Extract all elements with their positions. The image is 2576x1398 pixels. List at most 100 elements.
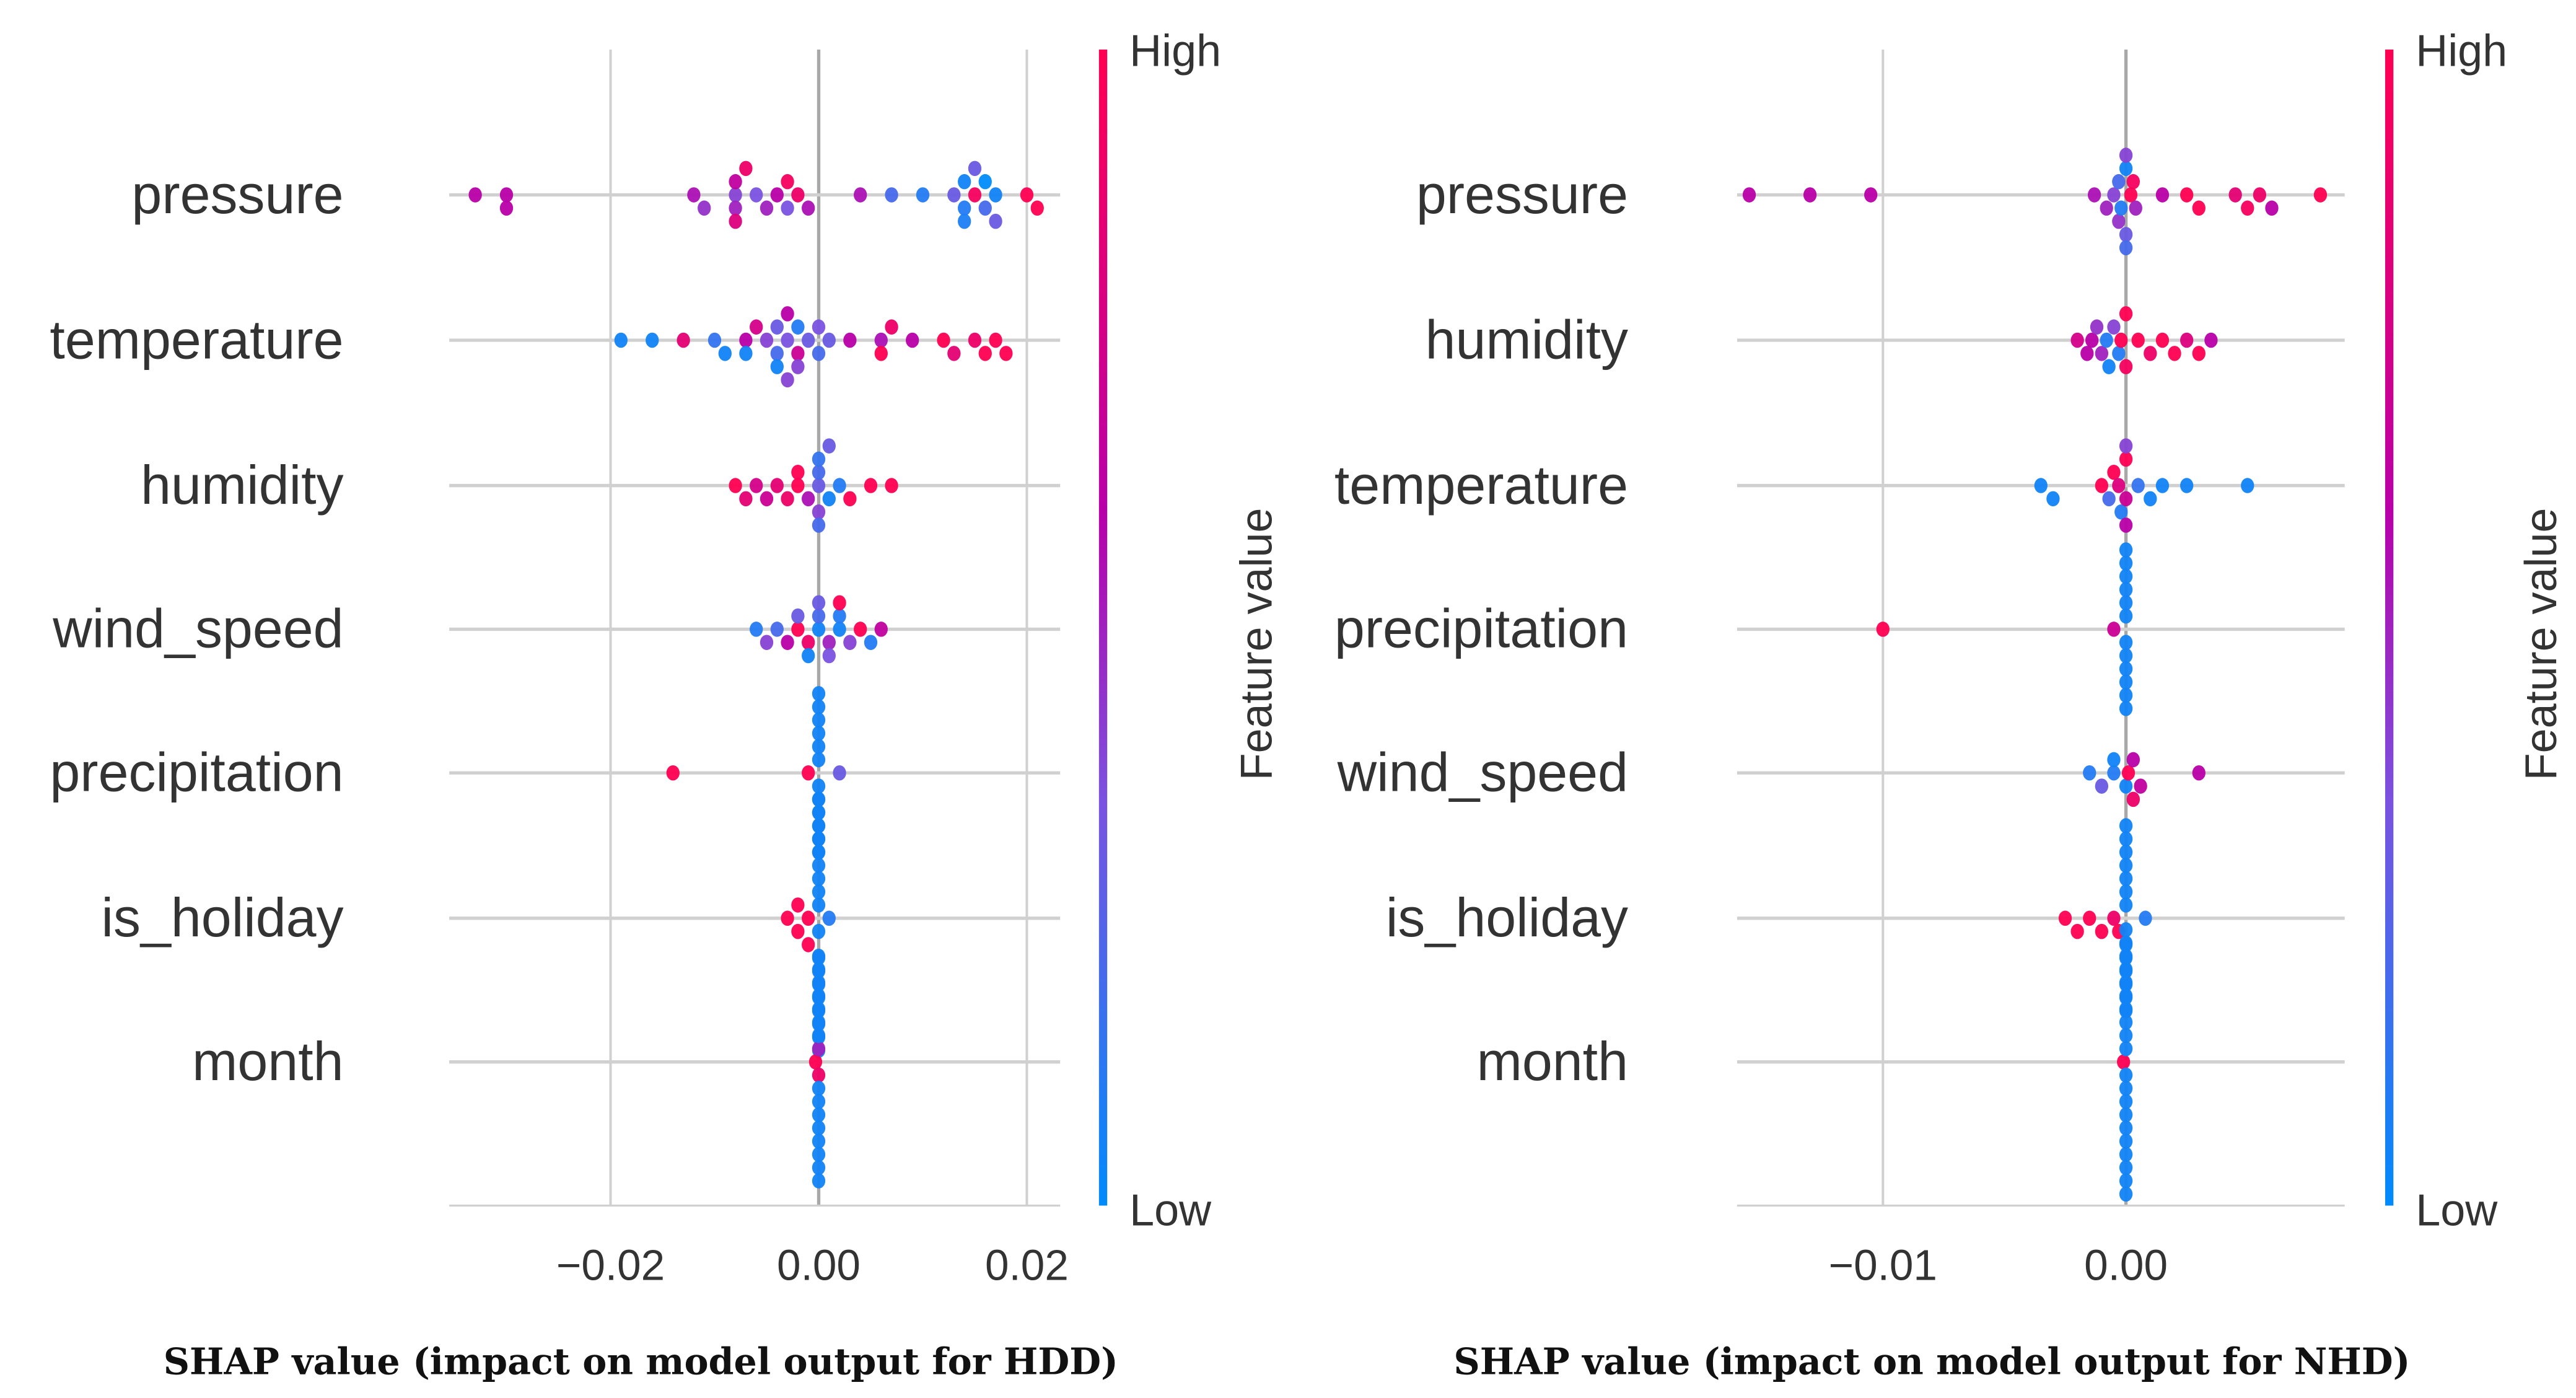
shap-point	[2119, 147, 2133, 163]
shap-point	[750, 478, 763, 493]
shap-point	[2313, 187, 2328, 203]
shap-point	[947, 187, 961, 203]
shap-point	[781, 910, 794, 926]
shap-point	[739, 491, 753, 507]
shap-point	[2119, 831, 2133, 847]
nhd-shap-panel: −0.01 0.00 pressure humidity temperature prec…	[1334, 27, 2566, 1383]
shap-point	[854, 622, 867, 637]
shap-point	[677, 332, 690, 348]
shap-point	[874, 622, 888, 637]
shap-point	[791, 187, 805, 203]
shap-point	[2119, 975, 2133, 990]
x-tick-label: 0.00	[2084, 1241, 2168, 1289]
shap-point	[843, 635, 857, 650]
shap-point	[812, 858, 826, 873]
shap-point	[791, 897, 805, 913]
shap-point	[2204, 332, 2218, 348]
shap-point	[906, 332, 919, 348]
shap-point	[2119, 701, 2133, 716]
shap-point	[770, 478, 784, 493]
shap-point	[750, 622, 763, 637]
shap-point	[874, 332, 888, 348]
shap-point	[2124, 187, 2138, 203]
shap-point	[812, 871, 826, 887]
shap-point	[2095, 478, 2109, 493]
shap-point	[687, 187, 701, 203]
colorbar	[1098, 49, 1108, 1206]
shap-point	[2095, 923, 2109, 939]
shap-point	[2119, 1041, 2133, 1057]
shap-point	[2083, 910, 2096, 926]
shap-point	[750, 187, 763, 203]
shap-point	[812, 595, 826, 611]
shap-point	[2119, 227, 2133, 242]
shap-point	[822, 635, 836, 650]
shap-point	[833, 622, 846, 637]
shap-point	[2119, 648, 2133, 664]
shap-point	[646, 332, 659, 348]
shap-point	[2129, 200, 2142, 216]
shap-point	[2119, 160, 2133, 177]
feature-label: temperature	[50, 309, 343, 370]
shap-point	[1020, 187, 1034, 203]
colorbar-axis-label: Feature value	[1232, 508, 1281, 780]
shap-point	[2119, 635, 2133, 650]
shap-point	[2192, 346, 2206, 361]
shap-point	[791, 319, 805, 335]
shap-point	[822, 332, 836, 348]
shap-point	[2102, 491, 2116, 507]
shap-point	[1030, 200, 1044, 216]
shap-point	[614, 332, 628, 348]
shap-point	[812, 726, 826, 741]
shap-point	[864, 635, 878, 650]
feature-label: precipitation	[50, 742, 343, 803]
hdd-shap-panel: −0.02 0.00 0.02 pressure temperature humidity…	[50, 27, 1281, 1383]
shap-point	[833, 595, 846, 611]
shap-point	[2114, 200, 2128, 216]
shap-point	[885, 319, 898, 335]
colorbar-low-label: Low	[1129, 1185, 1212, 1235]
shap-point	[833, 608, 846, 624]
shap-point	[2155, 478, 2170, 493]
shap-point	[499, 187, 514, 203]
shap-point	[2119, 1186, 2133, 1202]
shap-point	[2119, 1159, 2133, 1176]
shap-point	[2119, 962, 2133, 977]
shap-point	[802, 200, 815, 216]
shap-point	[989, 187, 1002, 203]
shap-point	[2126, 791, 2140, 807]
shap-point	[468, 187, 482, 203]
shap-point	[812, 791, 826, 807]
shap-point	[968, 187, 982, 203]
shap-point	[812, 844, 826, 860]
x-tick-label: −0.02	[556, 1241, 665, 1289]
shap-point	[812, 517, 826, 533]
shap-point	[760, 635, 774, 650]
shap-point	[739, 332, 753, 348]
shap-point	[791, 608, 805, 624]
shap-point	[812, 504, 826, 520]
x-axis-title: SHAP value (impact on model output for H…	[164, 1340, 1118, 1383]
shap-point	[2046, 491, 2060, 507]
shap-point	[2119, 1173, 2133, 1189]
shap-point	[781, 200, 794, 216]
shap-point	[2119, 922, 2133, 938]
shap-point	[833, 765, 846, 781]
shap-point	[968, 160, 982, 177]
shap-point	[729, 478, 742, 493]
shap-point	[2107, 464, 2121, 480]
shap-point	[812, 1027, 826, 1044]
shap-point	[1803, 187, 1817, 203]
shap-point	[2083, 765, 2096, 781]
shap-point	[802, 910, 815, 926]
shap-point	[781, 372, 794, 388]
shap-point	[1876, 622, 1890, 637]
shap-point	[2119, 1133, 2133, 1149]
shap-point	[812, 948, 826, 964]
shap-point	[2241, 478, 2254, 493]
shap-point	[2192, 765, 2206, 781]
shap-point	[729, 200, 742, 216]
shap-point	[781, 332, 794, 348]
shap-point	[2119, 858, 2133, 873]
shap-point	[885, 478, 898, 493]
